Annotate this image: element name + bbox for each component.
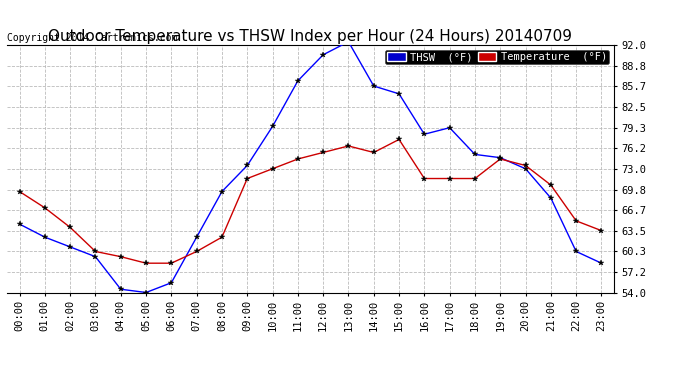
Text: Copyright 2014 Cartronics.com: Copyright 2014 Cartronics.com — [7, 33, 177, 42]
Title: Outdoor Temperature vs THSW Index per Hour (24 Hours) 20140709: Outdoor Temperature vs THSW Index per Ho… — [48, 29, 573, 44]
Legend: THSW  (°F), Temperature  (°F): THSW (°F), Temperature (°F) — [385, 50, 609, 64]
